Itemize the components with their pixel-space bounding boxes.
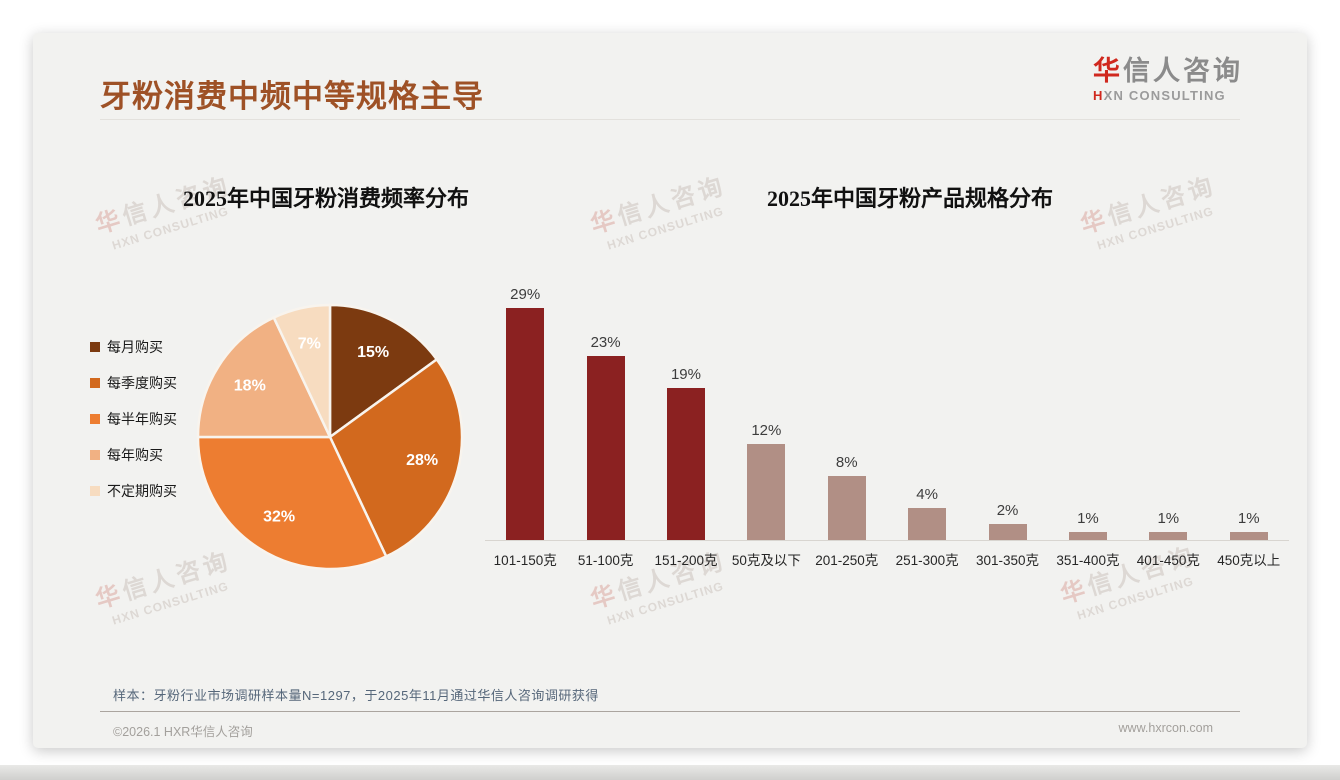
pie-data-label: 7% [298, 336, 321, 353]
bar-value-label: 19% [670, 366, 701, 383]
bar-slot: 19% [646, 366, 726, 540]
bar-51-100克 [586, 356, 625, 540]
bar-slot: 2% [967, 502, 1047, 540]
category-label: 50克及以下 [731, 553, 801, 568]
bar-450克以上 [1229, 532, 1268, 540]
bar-401-450克 [1149, 532, 1188, 540]
logo-chinese-text: 华信人咨询 [1093, 56, 1243, 86]
bar-value-label: 1% [1077, 510, 1099, 527]
legend-label: 每半年购买 [107, 411, 177, 427]
legend-label: 不定期购买 [107, 483, 177, 499]
bar-value-label: 8% [835, 454, 858, 471]
bars-row: 29% 23% 19% 12% 8% 4% 2% 1% 1% 1% [485, 273, 1289, 541]
bar-value-label: 2% [996, 502, 1019, 519]
category-label: 450克以上 [1217, 553, 1281, 568]
legend-label: 每月购买 [107, 339, 163, 355]
bar-value-label: 4% [916, 486, 938, 503]
bar-slot: 8% [807, 454, 887, 540]
category-label: 151-200克 [654, 553, 718, 568]
bar-chart: 29% 23% 19% 12% 8% 4% 2% 1% 1% 1% 101-150克 51-100克… [485, 273, 1289, 569]
bar-slot: 4% [887, 486, 967, 540]
bar-201-250克 [827, 476, 866, 540]
bar-301-350克 [988, 524, 1027, 540]
pie-data-label: 32% [263, 509, 295, 526]
footer-divider [100, 711, 1240, 712]
pie-data-label: 18% [234, 378, 266, 395]
pie-chart-title: 2025年中国牙粉消费频率分布 [182, 186, 469, 211]
pie-slice-每季度购买 [328, 358, 464, 558]
bar-value-label: 1% [1237, 510, 1260, 527]
bar-value-label: 23% [590, 334, 621, 351]
legend-item: 每半年购买 [90, 401, 177, 437]
bar-slot: 1% [1128, 510, 1208, 540]
slide-card: 华信人咨询 HXN CONSULTING 华信人咨询 HXN CONSULTIN… [33, 33, 1307, 748]
legend-item: 不定期购买 [90, 473, 177, 509]
bar-251-300克 [908, 508, 947, 540]
header-divider [100, 119, 1240, 120]
watermark-line2: HXN CONSULTING [1075, 573, 1196, 623]
category-label: 201-250克 [815, 553, 879, 568]
bar-351-400克 [1068, 532, 1107, 540]
company-logo: 华信人咨询 HXN CONSULTING [1093, 56, 1243, 103]
logo-english-text: HXN CONSULTING [1093, 87, 1226, 103]
pie-slice-每月购买 [328, 303, 439, 439]
bar-value-label: 12% [751, 422, 782, 439]
legend-item: 每年购买 [90, 437, 177, 473]
bar-50克及以下 [747, 444, 786, 540]
pie-chart-svg: 15% 28% 32% 18% 7% [196, 303, 464, 571]
bar-slot: 23% [565, 334, 645, 540]
category-label: 101-150克 [493, 553, 557, 568]
website-text: www.hxrcon.com [1118, 721, 1213, 735]
legend-swatch [90, 414, 100, 424]
pie-slice-每年购买 [196, 316, 332, 439]
categories-row: 101-150克 51-100克 151-200克 50克及以下 201-250克 251… [485, 541, 1289, 569]
bar-slot: 1% [1209, 510, 1289, 540]
bar-chart-title: 2025年中国牙粉产品规格分布 [766, 186, 1053, 211]
pie-slice-不定期购买 [272, 303, 332, 439]
bottom-gray-strip [0, 765, 1340, 780]
watermark-line2: HXN CONSULTING [605, 578, 726, 628]
bar-101-150克 [506, 308, 545, 540]
category-label: 251-300克 [895, 553, 959, 568]
category-label: 301-350克 [976, 553, 1040, 568]
pie-data-label: 15% [357, 344, 389, 361]
page-title: 牙粉消费中频中等规格主导 [100, 79, 484, 114]
legend-label: 每年购买 [107, 447, 163, 463]
category-label: 51-100克 [577, 553, 634, 568]
pie-legend: 每月购买每季度购买每半年购买每年购买不定期购买 [90, 329, 177, 509]
watermark-line2: HXN CONSULTING [110, 578, 231, 628]
legend-swatch [90, 378, 100, 388]
bar-151-200克 [666, 388, 705, 540]
category-label: 351-400克 [1056, 553, 1120, 568]
legend-item: 每季度购买 [90, 365, 177, 401]
bar-value-label: 1% [1157, 510, 1180, 527]
copyright-text: ©2026.1 HXR华信人咨询 [113, 725, 253, 739]
legend-label: 每季度购买 [107, 375, 177, 391]
legend-swatch [90, 342, 100, 352]
legend-swatch [90, 450, 100, 460]
pie-slice-每半年购买 [196, 435, 388, 571]
footer-row: ©2026.1 HXR华信人咨询 www.hxrcon.com [113, 721, 1213, 740]
category-label: 401-450克 [1136, 553, 1200, 568]
bar-slot: 29% [485, 286, 565, 540]
bar-value-label: 29% [510, 286, 541, 303]
pie-data-label: 28% [406, 452, 438, 469]
bar-slot: 1% [1048, 510, 1128, 540]
sample-footnote: 样本：牙粉行业市场调研样本量N=1297，于2025年11月通过华信人咨询调研获… [113, 688, 599, 703]
legend-swatch [90, 486, 100, 496]
legend-item: 每月购买 [90, 329, 177, 365]
bar-slot: 12% [726, 422, 806, 540]
